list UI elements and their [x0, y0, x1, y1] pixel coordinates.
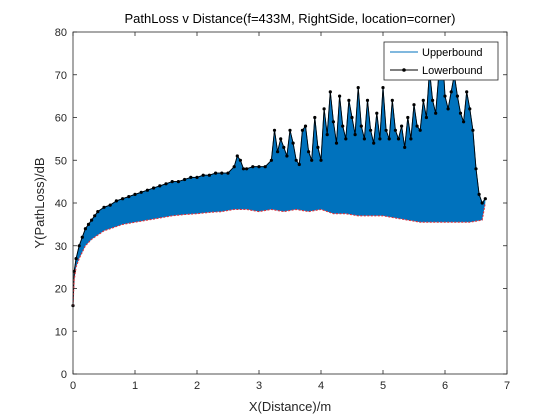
y-axis-label: Y(PathLoss)/dB	[32, 157, 47, 248]
y-tick-label: 70	[55, 70, 67, 82]
y-axis-ticks: 0 10 20 30 40 50 60 70 80	[55, 27, 507, 381]
y-tick-label: 20	[55, 284, 67, 296]
x-tick-label: 6	[442, 380, 448, 392]
legend: Upperbound Lowerbound	[383, 41, 499, 81]
chart-title: PathLoss v Distance(f=433M, RightSide, l…	[125, 11, 456, 26]
x-axis-ticks: 0 1 2 3 4 5 6 7	[70, 32, 510, 392]
x-tick-label: 2	[194, 380, 200, 392]
y-tick-label: 10	[55, 326, 67, 338]
y-tick-label: 50	[55, 155, 67, 167]
y-tick-label: 80	[55, 27, 67, 39]
x-tick-label: 3	[256, 380, 262, 392]
x-tick-label: 1	[132, 380, 138, 392]
y-tick-label: 0	[61, 369, 67, 381]
y-tick-label: 60	[55, 113, 67, 125]
y-tick-label: 40	[55, 198, 67, 210]
band-fill	[73, 44, 486, 306]
x-tick-label: 7	[504, 380, 510, 392]
x-axis-label: X(Distance)/m	[249, 399, 331, 414]
x-tick-label: 0	[70, 380, 76, 392]
band-fill-layer	[73, 44, 486, 306]
legend-upperbound-label: Upperbound	[422, 47, 483, 59]
y-tick-label: 30	[55, 241, 67, 253]
legend-box	[383, 41, 499, 81]
x-tick-label: 5	[380, 380, 386, 392]
legend-lowerbound-marker	[402, 68, 406, 72]
legend-lowerbound-label: Lowerbound	[422, 65, 483, 77]
x-tick-label: 4	[318, 380, 324, 392]
